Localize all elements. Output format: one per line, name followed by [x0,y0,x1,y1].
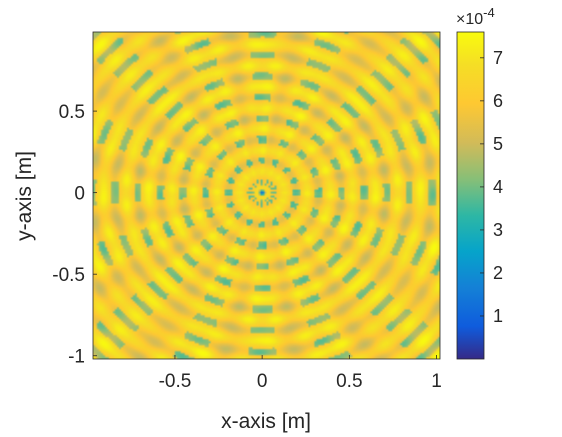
heatmap-area [92,31,441,360]
colorbar-ticks: 1 2 3 4 5 6 7 [480,48,503,326]
x-tick-label: 0.5 [336,371,362,392]
y-tick-label: 0 [74,184,85,205]
y-tick-label: 0.5 [59,102,85,123]
heatmap-image [93,32,440,359]
x-tick-label: 0 [257,371,268,392]
colorbar-tick-label: 4 [493,177,503,197]
colorbar-tick-label: 5 [493,134,503,154]
colorbar-tick-label: 3 [493,220,503,240]
x-tick-label: 1 [431,371,442,392]
y-axis: -1 -0.5 0 0.5 [52,102,97,368]
x-tick-label: -0.5 [159,371,192,392]
colorbar: 1 2 3 4 5 6 7 ×10-4 [456,5,503,360]
plot-frame [92,31,441,360]
colorbar-tick-label: 6 [493,91,503,111]
x-axis-label: x-axis [m] [221,410,311,433]
colorbar-tick-label: 7 [493,48,503,68]
colorbar-gradient [456,31,485,360]
y-tick-label: -0.5 [52,265,85,286]
y-tick-label: -1 [68,347,85,368]
x-axis: -0.5 0 0.5 1 [159,355,442,392]
colorbar-tick-label: 1 [493,306,503,326]
y-axis-label: y-axis [m] [13,151,36,241]
colorbar-tick-label: 2 [493,263,503,283]
colorbar-multiplier-base: ×10 [456,11,483,28]
colorbar-exponent: -4 [483,5,495,20]
colorbar-multiplier: ×10-4 [456,5,495,28]
